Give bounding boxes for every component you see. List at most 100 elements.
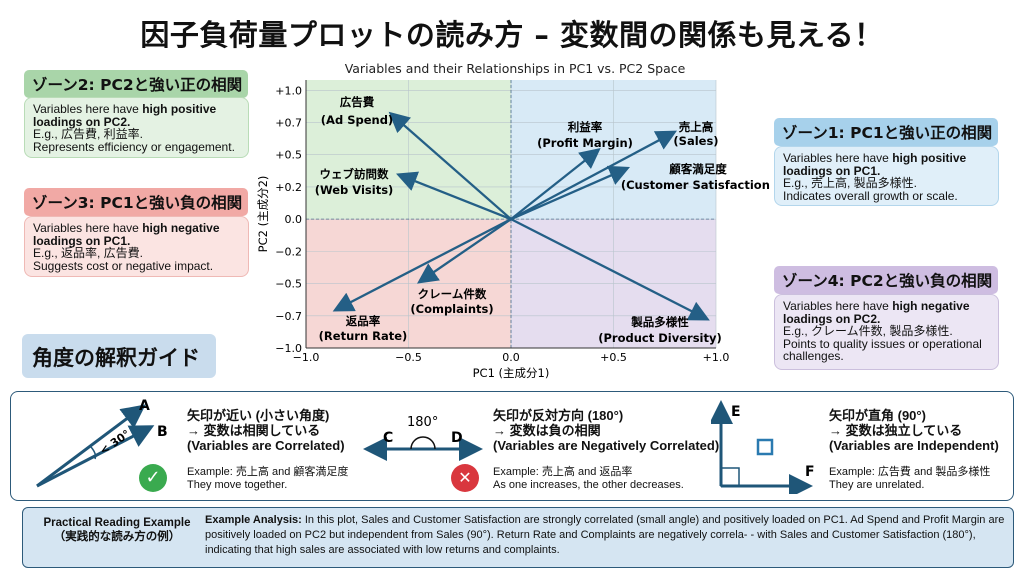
x-tick-label: +1.0 [703,351,730,364]
y-tick-label: 0.0 [285,213,303,226]
variable-label-en: (Return Rate) [319,329,408,343]
loading-arrow [388,111,512,221]
variable-label-en: (Complaints) [410,302,493,316]
zone3-note: Suggests cost or negative impact. [33,258,214,273]
y-tick-label: +1.0 [275,84,302,97]
correlated-ex2: They move together. [187,479,288,491]
zone1-note: Indicates overall growth or scale. [783,188,958,203]
zone3-body: Variables here have high negative loadin… [24,216,249,277]
chart-title: Variables and their Relationships in PC1… [345,61,686,76]
zone1-header: ゾーン1: PC1と強い正の相関 [774,118,998,146]
loading-arrow [510,165,631,221]
check-icon: ✓ [139,464,167,492]
loading-arrow [417,218,512,284]
label-angle-30: < 30° [97,427,132,457]
variable-label-jp: 利益率 [567,120,603,134]
label-180: 180° [407,415,438,430]
zone4-note: Points to quality issues or operational … [783,336,982,363]
practical-body: In this plot, Sales and Customer Satisfa… [205,514,1005,556]
variable-label-en: (Web Visits) [315,183,394,197]
y-tick-label: −0.7 [275,310,302,323]
loading-arrow [332,218,512,312]
zone2-bold: high positive loadings on PC2. [33,102,217,129]
zone1-body: Variables here have high positive loadin… [774,146,999,206]
zone2-text: Variables here have [33,102,143,116]
x-icon: ✕ [451,464,479,492]
zone1-text: Variables here have [783,151,893,165]
zone4-text: Variables here have [783,299,893,313]
label-a: A [139,398,150,414]
loading-arrow [510,148,601,221]
y-axis-label: PC2 (主成分2) [256,176,270,253]
practical-text: Example Analysis: In this plot, Sales an… [205,513,1005,558]
correlated-ex: Example: 売上高 and 顧客満足度 [187,466,349,478]
independent-ex2: They are unrelated. [829,479,925,491]
correlated-arrows-icon: A B < 30° [36,398,168,488]
negative-l1: 矢印が反対方向 (180°) [493,408,624,423]
angle-guide-title: 角度の解釈ガイド [22,334,216,378]
zone3-text: Variables here have [33,221,143,235]
label-c: C [383,430,393,446]
correlated-l2: → 変数は相関している [187,423,321,438]
perpendicular-arrows-icon: E F [711,400,815,494]
variable-label-jp: 返品率 [346,314,381,328]
variable-label-jp: クレーム件数 [418,287,487,301]
label-d: D [451,430,463,446]
x-tick-label: −1.0 [293,351,320,364]
zone3-example: E.g., 返品率, 広告費. [33,246,144,260]
negative-title: 矢印が反対方向 (180°) → 変数は負の相関 (Variables are Ne… [493,408,719,453]
loading-arrow [396,171,512,221]
zone4-header: ゾーン4: PC2と強い負の相関 [774,266,998,294]
zone2-note: Represents efficiency or engagement. [33,139,235,154]
x-tick-label: +0.5 [600,351,627,364]
correlated-example: Example: 売上高 and 顧客満足度 They move together… [187,466,348,492]
variable-label-en: (Customer Satisfaction) [621,178,770,192]
opposite-arrows-icon: 180° C D [363,415,483,461]
y-tick-label: +0.2 [275,181,302,194]
angle-guide-panel: A B < 30° 矢印が近い (小さい角度) → 変数は相関している (Varia… [10,391,1014,501]
y-tick-label: +0.5 [275,149,302,162]
independent-l1: 矢印が直角 (90°) [829,408,926,423]
negative-l3: (Variables are Negatively Correlated) [493,438,720,453]
independent-title: 矢印が直角 (90°) → 変数は独立している (Variables are Ind… [829,408,999,453]
independent-l3: (Variables are Independent) [829,438,999,453]
x-axis-label: PC1 (主成分1) [473,366,550,380]
y-tick-label: +0.7 [275,117,302,130]
zone3-bold: high negative loadings on PC1. [33,221,220,248]
label-f: F [805,464,815,480]
negative-example: Example: 売上高 and 返品率 As one increases, th… [493,466,684,492]
zone3-header: ゾーン3: PC1と強い負の相関 [24,188,248,216]
variable-label-jp: 広告費 [340,95,375,109]
label-e: E [731,404,741,420]
x-tick-label: 0.0 [502,351,520,364]
zone2-body: Variables here have high positive loadin… [24,97,249,158]
loading-arrow [510,130,678,221]
variable-label-jp: 製品多様性 [630,315,689,329]
loading-arrow [510,218,710,321]
variable-label-en: (Product Diversity) [598,331,722,345]
label-b: B [157,424,168,440]
zone4-example: E.g., クレーム件数, 製品多様性. [783,324,953,338]
correlated-l1: 矢印が近い (小さい角度) [187,408,330,423]
independent-example: Example: 広告費 and 製品多様性 They are unrelated… [829,466,990,492]
variable-label-en: (Profit Margin) [537,136,633,150]
practical-example-panel: Practical Reading Example （実践的な読み方の例） Ex… [22,507,1014,568]
y-tick-label: −1.0 [275,342,302,355]
negative-ex: Example: 売上高 and 返品率 [493,466,633,478]
page-title: 因子負荷量プロットの読み方 – 変数間の関係も見える！ [140,18,884,52]
zone1-bold: high positive loadings on PC1. [783,151,967,178]
variable-label-jp: ウェブ訪問数 [320,167,389,181]
practical-lead: Example Analysis: [205,514,302,526]
practical-title-jp: （実践的な読み方の例） [53,531,181,543]
loading-plot: −1.0 −0.5 0.0 +0.5 +1.0 +1.0 +0.7 +0.5 +0.2 0.0 −0… [256,61,770,380]
variable-label-jp: 顧客満足度 [669,162,727,176]
zone1-example: E.g., 売上高, 製品多様性. [783,176,918,190]
negative-ex2: As one increases, the other decreases. [493,479,684,491]
zone2-header: ゾーン2: PC2と強い正の相関 [24,70,248,98]
independent-l2: → 変数は独立している [829,423,963,438]
independent-ex: Example: 広告費 and 製品多様性 [829,466,991,478]
zone4-body: Variables here have high negative loadin… [774,294,999,370]
correlated-l3: (Variables are Correlated) [187,438,345,453]
practical-title: Practical Reading Example [43,517,191,529]
x-tick-label: −0.5 [395,351,422,364]
